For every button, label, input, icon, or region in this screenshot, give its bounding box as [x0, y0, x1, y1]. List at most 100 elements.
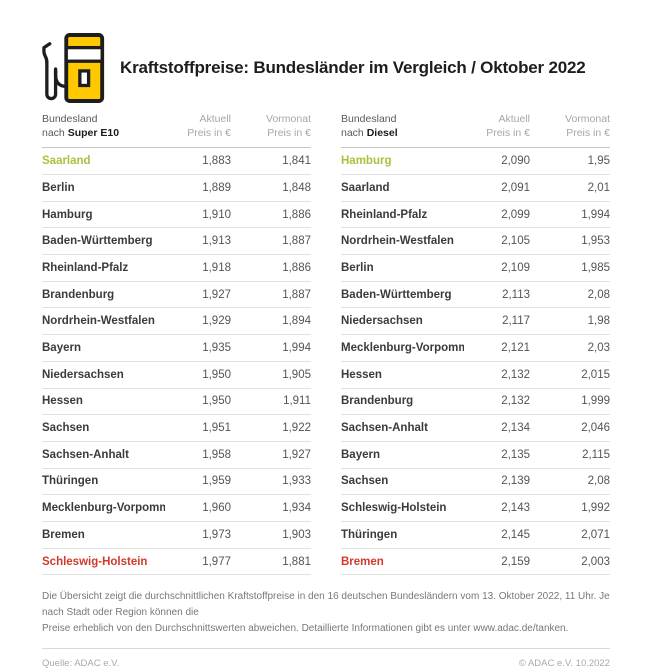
previous-price: 1,887: [282, 235, 311, 248]
current-price: 2,132: [501, 395, 530, 408]
previous-price: 1,994: [282, 342, 311, 354]
fuel-type-label: Diesel: [366, 127, 398, 140]
previous-price: 1,934: [282, 502, 311, 515]
column-header-state: Bundesland nach Super E10: [42, 112, 165, 140]
previous-price: 1,933: [282, 475, 311, 488]
previous-price: 1,927: [282, 448, 311, 461]
current-header-line2: Preis in €: [187, 127, 231, 140]
previous-price: 1,886: [282, 208, 311, 221]
table-row: Saarland 2,091 2,01: [341, 175, 610, 202]
table-row: Hamburg 2,090 1,95: [341, 148, 610, 176]
column-header-state: Bundesland nach Diesel: [341, 112, 464, 140]
table-row: Mecklenburg-Vorpommern 1,960 1,934: [42, 495, 311, 522]
table-row: Thüringen 1,959 1,933: [42, 469, 311, 496]
current-price: 1,960: [202, 502, 231, 515]
state-name: Bayern: [341, 448, 380, 461]
current-header-line1: Aktuell: [498, 113, 530, 125]
footnote: Die Übersicht zeigt die durchschnittlich…: [42, 589, 610, 637]
current-price: 1,910: [202, 208, 231, 221]
table-row: Sachsen 1,951 1,922: [42, 415, 311, 442]
previous-header-line1: Vormonat: [565, 113, 610, 125]
tables-container: Bundesland nach Super E10 Aktuell Preis …: [42, 112, 610, 576]
table-row: Saarland 1,883 1,841: [42, 148, 311, 176]
state-name: Sachsen: [341, 475, 389, 488]
table-row: Berlin 2,109 1,985: [341, 255, 610, 282]
previous-price: 1,887: [282, 288, 311, 301]
state-name: Mecklenburg-Vorpommern: [341, 342, 464, 354]
state-name: Baden-Württemberg: [341, 288, 452, 301]
table-row: Thüringen 2,145 2,071: [341, 522, 610, 549]
state-name: Brandenburg: [42, 288, 115, 301]
current-price: 2,143: [501, 502, 530, 515]
current-price: 1,927: [202, 288, 231, 301]
page-title: Kraftstoffpreise: Bundesländer im Vergle…: [120, 58, 586, 77]
previous-price: 1,985: [581, 261, 610, 274]
current-price: 1,918: [202, 261, 231, 274]
previous-header-line2: Preis in €: [566, 127, 610, 140]
table-row: Hamburg 1,910 1,886: [42, 202, 311, 229]
previous-price: 1,848: [282, 181, 311, 194]
table-row: Sachsen 2,139 2,08: [341, 469, 610, 496]
previous-price: 2,003: [581, 555, 610, 568]
current-price: 1,889: [202, 181, 231, 194]
current-header-line2: Preis in €: [486, 127, 530, 140]
previous-price: 2,03: [587, 342, 610, 354]
state-name: Berlin: [341, 261, 374, 274]
table-row: Hessen 2,132 2,015: [341, 362, 610, 389]
current-price: 1,977: [202, 555, 231, 568]
current-price: 1,950: [202, 368, 231, 381]
previous-price: 2,015: [581, 368, 610, 381]
price-table: Bundesland nach Diesel Aktuell Preis in …: [341, 112, 610, 576]
fuel-pump-icon: [42, 30, 108, 106]
state-name: Bayern: [42, 342, 81, 354]
state-name: Thüringen: [341, 528, 398, 541]
state-name: Sachsen-Anhalt: [341, 422, 428, 435]
previous-price: 1,994: [581, 208, 610, 221]
previous-header-line1: Vormonat: [266, 113, 311, 125]
state-name: Nordrhein-Westfalen: [42, 315, 155, 328]
state-name: Brandenburg: [341, 395, 414, 408]
table-row: Baden-Württemberg 1,913 1,887: [42, 228, 311, 256]
state-name: Schleswig-Holstein: [42, 555, 148, 568]
current-header-line1: Aktuell: [199, 113, 231, 125]
state-name: Nordrhein-Westfalen: [341, 235, 454, 248]
table-row: Nordrhein-Westfalen 2,105 1,953: [341, 228, 610, 256]
table-row: Schleswig-Holstein 2,143 1,992: [341, 495, 610, 522]
table-row: Rheinland-Pfalz 1,918 1,886: [42, 255, 311, 282]
state-header-line1: Bundesland: [341, 113, 397, 125]
state-name: Niedersachsen: [42, 368, 124, 381]
table-row: Bayern 2,135 2,115: [341, 442, 610, 469]
previous-price: 1,886: [282, 261, 311, 274]
current-price: 2,159: [501, 555, 530, 568]
previous-price: 2,08: [587, 288, 610, 301]
table-body: Hamburg 2,090 1,95 Saarland 2,091 2,01 R…: [341, 148, 610, 576]
current-price: 2,134: [501, 422, 530, 435]
state-name: Saarland: [341, 181, 390, 194]
table-row: Baden-Württemberg 2,113 2,08: [341, 282, 610, 309]
current-price: 2,117: [502, 315, 530, 328]
state-name: Sachsen: [42, 422, 90, 435]
state-name: Thüringen: [42, 475, 99, 488]
current-price: 2,139: [501, 475, 530, 488]
previous-price: 2,046: [581, 422, 610, 435]
page-header: Kraftstoffpreise: Bundesländer im Vergle…: [42, 28, 610, 108]
table-row: Niedersachsen 2,117 1,98: [341, 308, 610, 336]
copyright-label: © ADAC e.V. 10.2022: [518, 658, 610, 669]
state-name: Niedersachsen: [341, 315, 423, 328]
current-price: 1,883: [202, 155, 231, 168]
table-row: Brandenburg 2,132 1,999: [341, 389, 610, 416]
table-row: Rheinland-Pfalz 2,099 1,994: [341, 202, 610, 229]
column-header-previous: Vormonat Preis in €: [530, 112, 610, 140]
table-header: Bundesland nach Diesel Aktuell Preis in …: [341, 112, 610, 149]
current-price: 1,935: [202, 342, 231, 354]
previous-price: 1,999: [581, 395, 610, 408]
previous-price: 1,992: [581, 502, 610, 515]
table-body: Saarland 1,883 1,841 Berlin 1,889 1,848 …: [42, 148, 311, 576]
current-price: 1,951: [202, 422, 231, 435]
table-row: Bremen 2,159 2,003: [341, 549, 610, 576]
column-header-current: Aktuell Preis in €: [165, 112, 231, 140]
table-row: Berlin 1,889 1,848: [42, 175, 311, 202]
previous-price: 1,894: [282, 315, 311, 328]
previous-price: 2,01: [587, 181, 610, 194]
state-header-line1: Bundesland: [42, 113, 98, 125]
